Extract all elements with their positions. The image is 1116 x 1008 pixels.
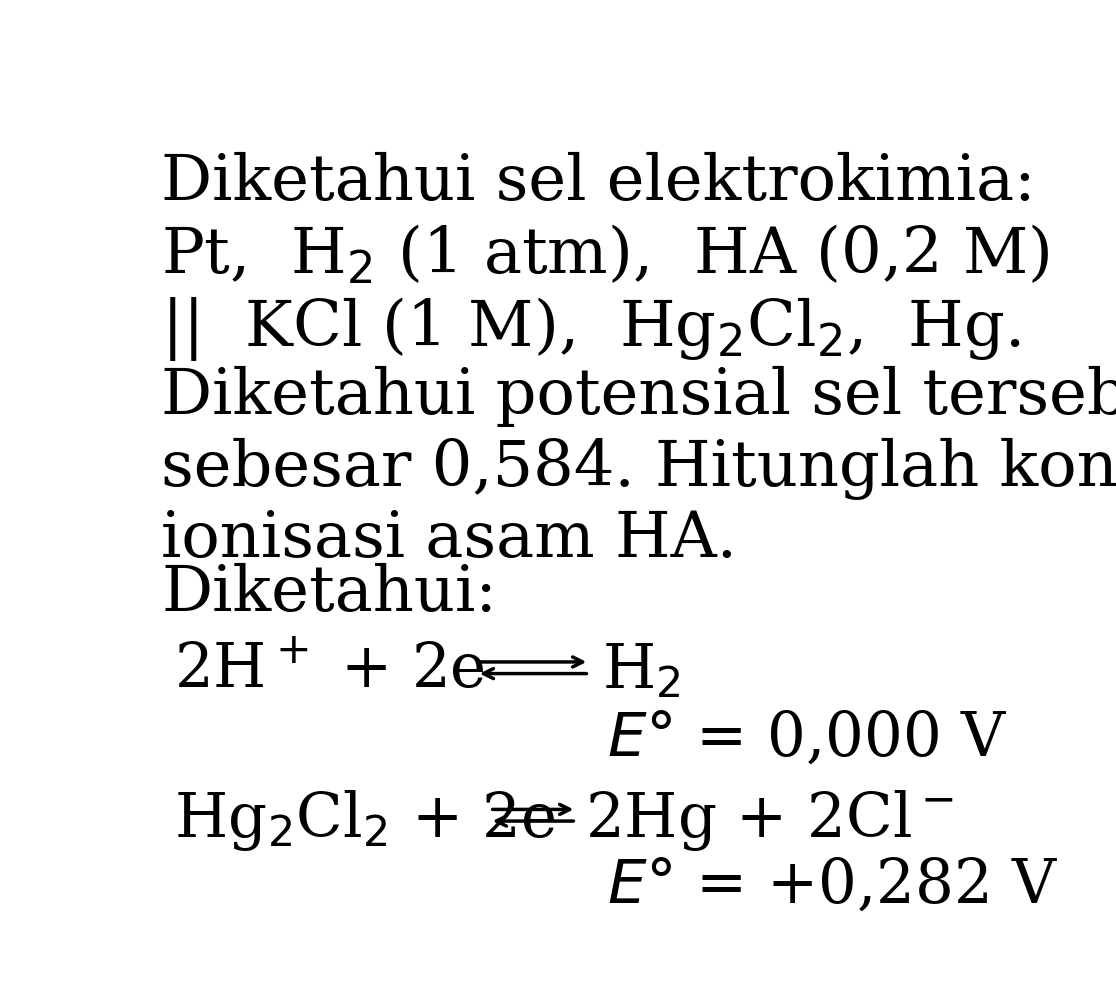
Text: sebesar 0,584. Hitunglah konstanta: sebesar 0,584. Hitunglah konstanta	[161, 437, 1116, 500]
Text: ionisasi asam HA.: ionisasi asam HA.	[161, 509, 738, 571]
Text: 2H$^+$ + 2e: 2H$^+$ + 2e	[174, 641, 485, 701]
Text: $\mathit{E}$° = +0,282 V: $\mathit{E}$° = +0,282 V	[607, 856, 1058, 916]
Text: Diketahui:: Diketahui:	[161, 563, 497, 624]
Text: Diketahui sel elektrokimia:: Diketahui sel elektrokimia:	[161, 152, 1036, 213]
Text: Diketahui potensial sel tersebut: Diketahui potensial sel tersebut	[161, 366, 1116, 427]
Text: $\mathit{E}$° = 0,000 V: $\mathit{E}$° = 0,000 V	[607, 709, 1008, 768]
Text: ||  KCl (1 M),  Hg$_2$Cl$_2$,  Hg.: || KCl (1 M), Hg$_2$Cl$_2$, Hg.	[161, 294, 1020, 363]
Text: Hg$_2$Cl$_2$ + 2e: Hg$_2$Cl$_2$ + 2e	[174, 788, 556, 854]
Text: H$_2$: H$_2$	[603, 641, 681, 701]
Text: Pt,  H$_2$ (1 atm),  HA (0,2 M): Pt, H$_2$ (1 atm), HA (0,2 M)	[161, 224, 1050, 287]
Text: 2Hg + 2Cl$^-$: 2Hg + 2Cl$^-$	[585, 788, 954, 854]
